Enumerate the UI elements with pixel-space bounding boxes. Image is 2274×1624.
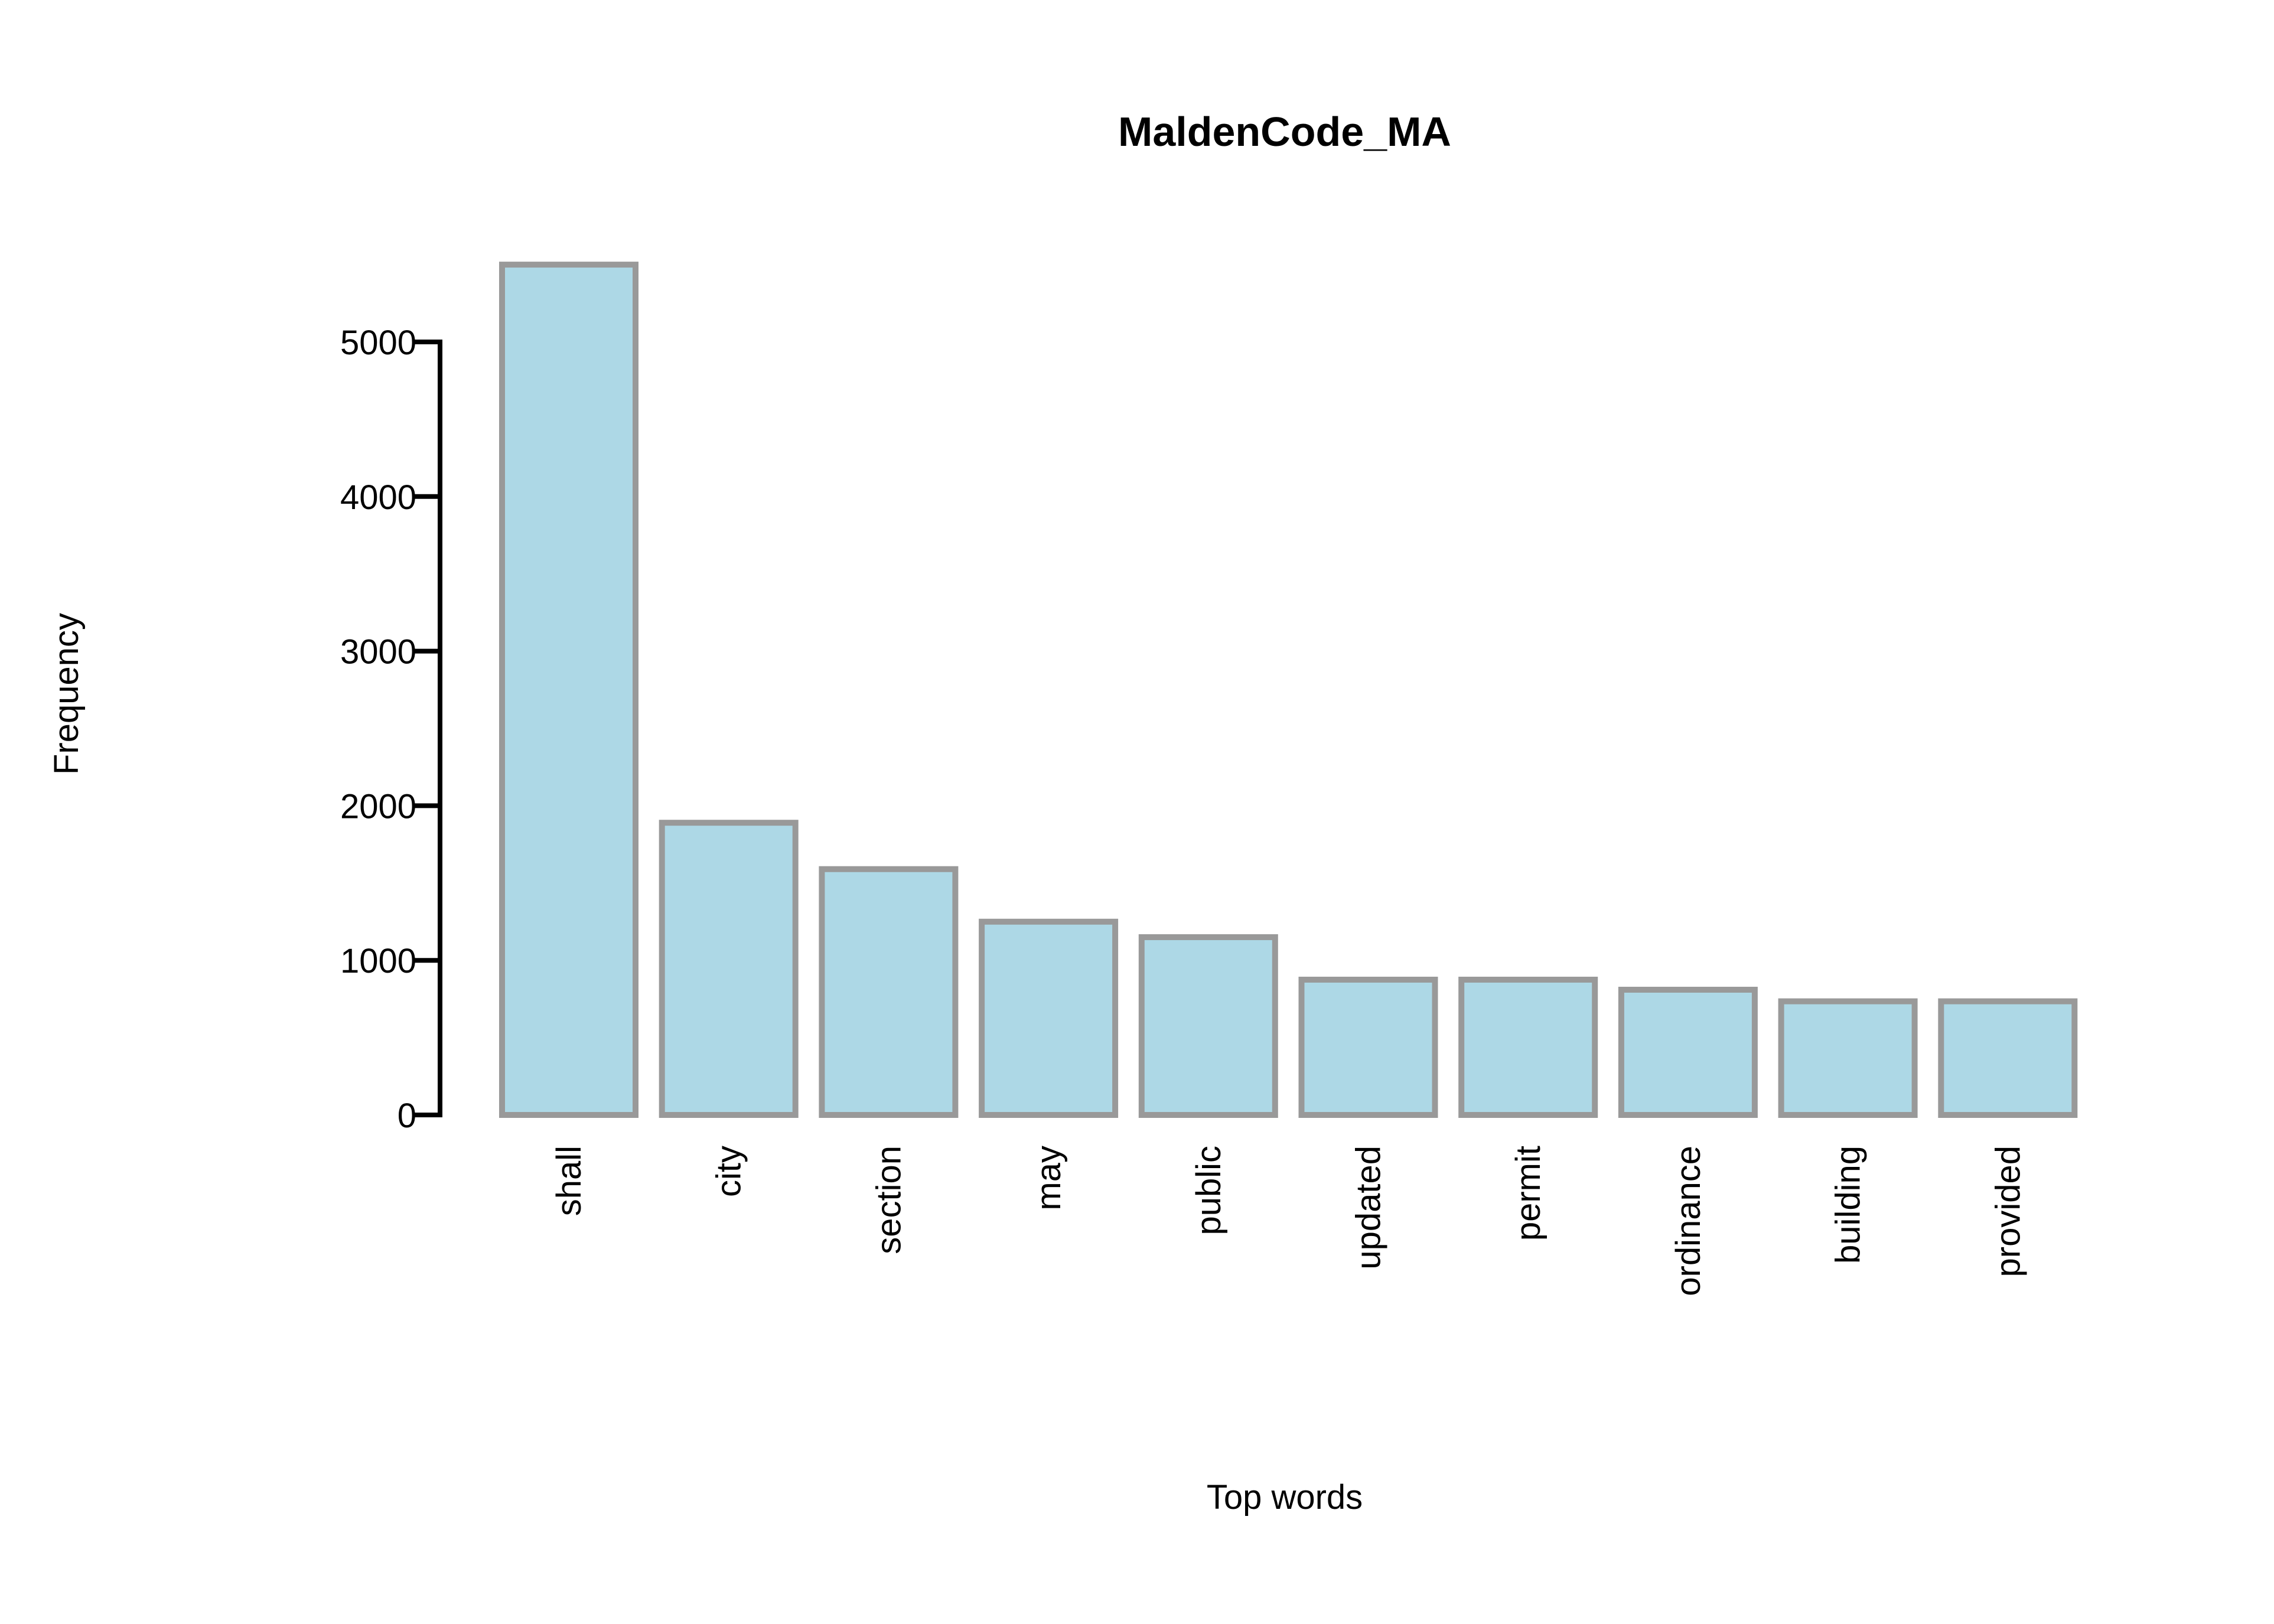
- y-tick-label: 4000: [340, 478, 416, 517]
- bar-public: [1138, 934, 1278, 1118]
- y-axis: 0 1000 2000 3000 4000 5000: [340, 324, 442, 1135]
- chart-title: MaldenCode_MA: [1118, 109, 1451, 155]
- x-tick-label: shall: [550, 1146, 588, 1216]
- x-axis-labels: shall city section may public updated permit or…: [550, 1146, 2027, 1296]
- x-tick-label: permit: [1509, 1146, 1548, 1241]
- x-tick-label: provided: [1989, 1146, 2027, 1277]
- y-axis-title: Frequency: [47, 613, 86, 775]
- bar-section: [819, 866, 959, 1118]
- y-tick-label: 5000: [340, 324, 416, 362]
- x-tick-label: section: [869, 1146, 908, 1254]
- y-tick-label: 2000: [340, 787, 416, 826]
- y-tick-label: 0: [398, 1097, 416, 1135]
- y-tick-label: 3000: [340, 633, 416, 671]
- x-tick-label: city: [710, 1146, 748, 1197]
- y-tick-label: 1000: [340, 942, 416, 980]
- bar-updated: [1298, 976, 1438, 1118]
- bar-city: [659, 820, 799, 1118]
- x-tick-label: ordinance: [1669, 1146, 1708, 1296]
- bar-provided: [1938, 998, 2078, 1118]
- bar-shall: [499, 262, 638, 1118]
- x-tick-label: updated: [1350, 1146, 1388, 1270]
- x-tick-label: building: [1829, 1146, 1868, 1264]
- bar-ordinance: [1618, 986, 1758, 1118]
- bar-may: [979, 918, 1119, 1118]
- x-tick-label: public: [1190, 1146, 1228, 1235]
- bars: [499, 262, 2078, 1118]
- x-axis-title: Top words: [1207, 1478, 1363, 1517]
- bar-building: [1778, 998, 1918, 1118]
- bar-permit: [1458, 976, 1598, 1118]
- x-tick-label: may: [1030, 1146, 1068, 1211]
